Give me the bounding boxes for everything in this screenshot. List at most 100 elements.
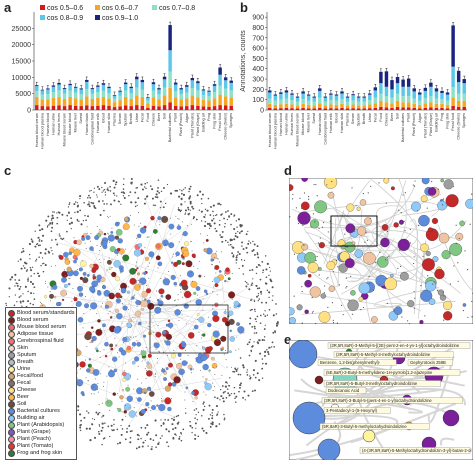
- network-node: [86, 410, 88, 412]
- network-node: [68, 251, 72, 255]
- network-node: [144, 427, 147, 429]
- network-node: [145, 402, 150, 407]
- network-node: [146, 433, 149, 436]
- network-node: [195, 434, 197, 436]
- bar-segment: [90, 98, 95, 107]
- network-node: [27, 280, 29, 282]
- network-node: [212, 367, 214, 369]
- network-node: [73, 203, 76, 206]
- network-node: [128, 318, 132, 323]
- network-node: [154, 373, 156, 375]
- network-node: [54, 238, 57, 241]
- bar-segment: [51, 85, 56, 87]
- bar-segment: [190, 77, 195, 81]
- node-label-box: [359, 447, 471, 454]
- network-node: [108, 296, 110, 298]
- network-edge: [221, 280, 225, 303]
- network-node: [229, 377, 231, 379]
- network-node: [141, 382, 143, 384]
- panel-letter-d: d: [284, 163, 292, 178]
- network-node: [307, 262, 319, 273]
- network-node: [207, 197, 210, 200]
- network-node: [66, 279, 68, 281]
- bar-segment: [362, 101, 366, 106]
- bar-segment: [351, 108, 355, 110]
- network-node: [390, 273, 394, 278]
- network-node: [129, 441, 132, 444]
- bar-segment: [218, 74, 222, 86]
- network-node: [248, 240, 250, 242]
- network-node: [449, 242, 463, 256]
- network-node: [230, 223, 232, 226]
- legend-dot: [8, 373, 15, 380]
- network-node: [111, 370, 113, 372]
- network-node: [140, 437, 142, 440]
- network-node: [110, 347, 114, 351]
- bar-segment: [401, 107, 405, 110]
- network-edge: [127, 298, 164, 390]
- network-node: [10, 276, 14, 279]
- network-node: [109, 185, 111, 188]
- network-node: [211, 408, 214, 411]
- network-node: [205, 394, 207, 396]
- network-node: [42, 270, 45, 273]
- network-node: [312, 213, 314, 215]
- network-node: [363, 251, 376, 265]
- network-node: [133, 249, 142, 257]
- legend-label: Sputum: [17, 352, 37, 358]
- network-node: [90, 309, 92, 311]
- network-node: [289, 216, 291, 218]
- network-node: [206, 234, 208, 236]
- bar-segment: [356, 108, 361, 110]
- network-node: [293, 295, 295, 297]
- network-node: [181, 198, 183, 201]
- bar-segment: [429, 82, 433, 87]
- network-node: [96, 185, 99, 188]
- network-node: [171, 381, 177, 387]
- network-node: [321, 226, 324, 228]
- network-node: [246, 251, 249, 254]
- network-node: [116, 428, 119, 431]
- network-node: [92, 340, 94, 342]
- network-node: [128, 407, 131, 410]
- network-node: [222, 397, 225, 400]
- bar-segment: [301, 93, 305, 100]
- network-node: [141, 188, 144, 191]
- bar-segment: [40, 99, 45, 107]
- network-node: [222, 348, 224, 350]
- network-node: [140, 299, 148, 307]
- network-node: [164, 419, 166, 421]
- network-node: [307, 195, 310, 198]
- network-node: [184, 209, 188, 212]
- network-node: [350, 290, 356, 296]
- network-node: [5, 302, 7, 305]
- network-node: [167, 382, 173, 387]
- network-node: [326, 261, 336, 270]
- network-node: [115, 229, 123, 236]
- network-node: [154, 419, 157, 422]
- network-node: [289, 184, 294, 191]
- network-node: [177, 294, 179, 296]
- node-label-box: [325, 387, 367, 394]
- bar-segment: [112, 107, 117, 110]
- network-node: [262, 271, 264, 274]
- network-node: [165, 323, 169, 327]
- network-node: [116, 407, 118, 409]
- bar-segment: [229, 82, 233, 91]
- network-node: [151, 446, 153, 448]
- bar-segment: [218, 105, 222, 110]
- network-node: [103, 203, 106, 205]
- network-node: [208, 224, 211, 226]
- network-node: [158, 350, 160, 352]
- network-node: [212, 330, 220, 338]
- bar-segment: [395, 76, 400, 84]
- network-node: [260, 314, 262, 317]
- legend-label: Frog and frog skin: [17, 450, 63, 456]
- network-node: [251, 282, 254, 285]
- network-node: [228, 244, 230, 246]
- legend-item: Plant (Peach): [8, 436, 74, 443]
- network-node: [99, 259, 101, 261]
- network-node: [109, 263, 111, 265]
- network-node: [177, 299, 179, 301]
- network-node: [221, 385, 224, 387]
